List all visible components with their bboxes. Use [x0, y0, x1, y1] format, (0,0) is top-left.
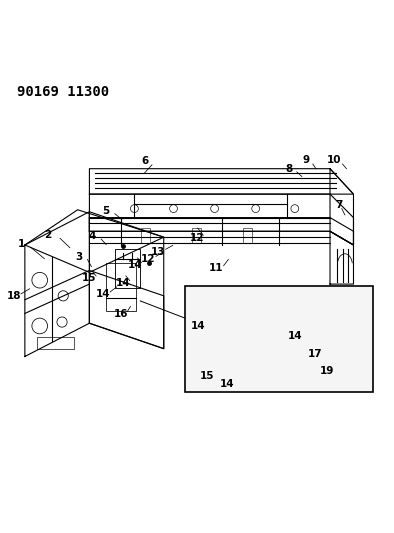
Text: 5: 5 [102, 206, 110, 216]
Bar [192, 228, 201, 243]
Text: 15: 15 [199, 372, 214, 382]
Text: 14: 14 [96, 289, 110, 299]
Bar [141, 228, 150, 243]
Text: 1: 1 [17, 239, 24, 249]
Bar [185, 286, 373, 392]
Text: 6: 6 [142, 156, 149, 166]
Text: 14: 14 [191, 320, 206, 330]
Text: 90169 11300: 90169 11300 [17, 85, 109, 99]
Text: 16: 16 [113, 309, 128, 319]
Text: 10: 10 [327, 156, 341, 165]
Text: 18: 18 [7, 291, 21, 301]
Bar [243, 228, 252, 243]
Text: 2: 2 [44, 230, 51, 240]
Text: 19: 19 [320, 366, 334, 376]
Text: 12: 12 [141, 254, 156, 264]
Text: 15: 15 [82, 273, 96, 283]
Text: 9: 9 [302, 156, 309, 165]
Text: 14: 14 [128, 260, 143, 270]
Text: 3: 3 [75, 252, 82, 262]
Text: 14: 14 [116, 278, 131, 288]
Text: 8: 8 [286, 164, 293, 174]
Text: 4: 4 [89, 231, 96, 241]
Text: 12: 12 [190, 232, 204, 243]
Text: 13: 13 [151, 247, 165, 256]
Text: 14: 14 [220, 379, 235, 389]
Text: 7: 7 [335, 200, 342, 211]
Bar [106, 263, 136, 311]
Text: 17: 17 [308, 349, 322, 359]
Text: 11: 11 [209, 263, 224, 273]
Bar [115, 249, 140, 288]
Text: 14: 14 [288, 331, 303, 341]
Bar [37, 336, 74, 350]
